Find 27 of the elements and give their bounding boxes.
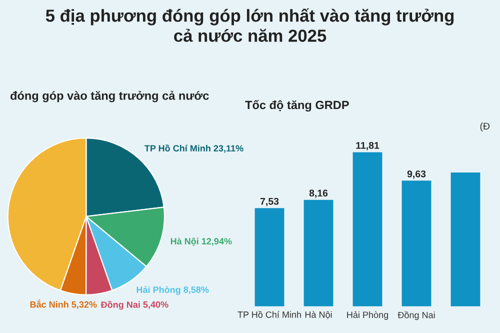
data-label: 12,94% <box>202 238 232 246</box>
slice-label: Đồng Nai <box>100 300 140 310</box>
x-tick-label: Hà Nội <box>305 311 332 320</box>
chart-title: 5 địa phương đóng góp lớn nhất vào tăng trưởng cả nước năm 2025 <box>46 8 454 42</box>
bar <box>352 152 382 306</box>
chart-subtitle: đóng góp vào tăng trưởng cả nước <box>10 90 209 102</box>
data-label: 5,32% <box>72 301 97 309</box>
data-label: 8,16 <box>309 190 328 198</box>
bar <box>450 172 480 306</box>
chart-title: Tốc độ tăng GRDP <box>245 100 349 112</box>
x-tick-label: TP Hồ Chí Minh <box>238 310 301 318</box>
bar <box>304 200 334 306</box>
data-label: 8,58% <box>184 286 209 294</box>
slice-label: Hà Nội <box>170 238 198 246</box>
data-label: 5,40% <box>143 301 168 309</box>
slice-label: Hải Phòng <box>136 286 180 295</box>
bar <box>402 180 432 306</box>
x-tick-label: Hải Phòng <box>347 311 388 320</box>
data-label: 9,63 <box>407 170 426 179</box>
x-tick-label: Đồng Nai <box>398 311 435 320</box>
data-label: 7,53 <box>260 198 279 206</box>
bar <box>254 208 284 306</box>
data-label: 11,81 <box>356 142 380 150</box>
slice-label: TP Hồ Chí Minh <box>144 144 210 152</box>
data-label: 23,11% <box>214 145 244 153</box>
slice-label: Bắc Ninh <box>30 300 68 308</box>
text: (Đ <box>480 122 490 132</box>
